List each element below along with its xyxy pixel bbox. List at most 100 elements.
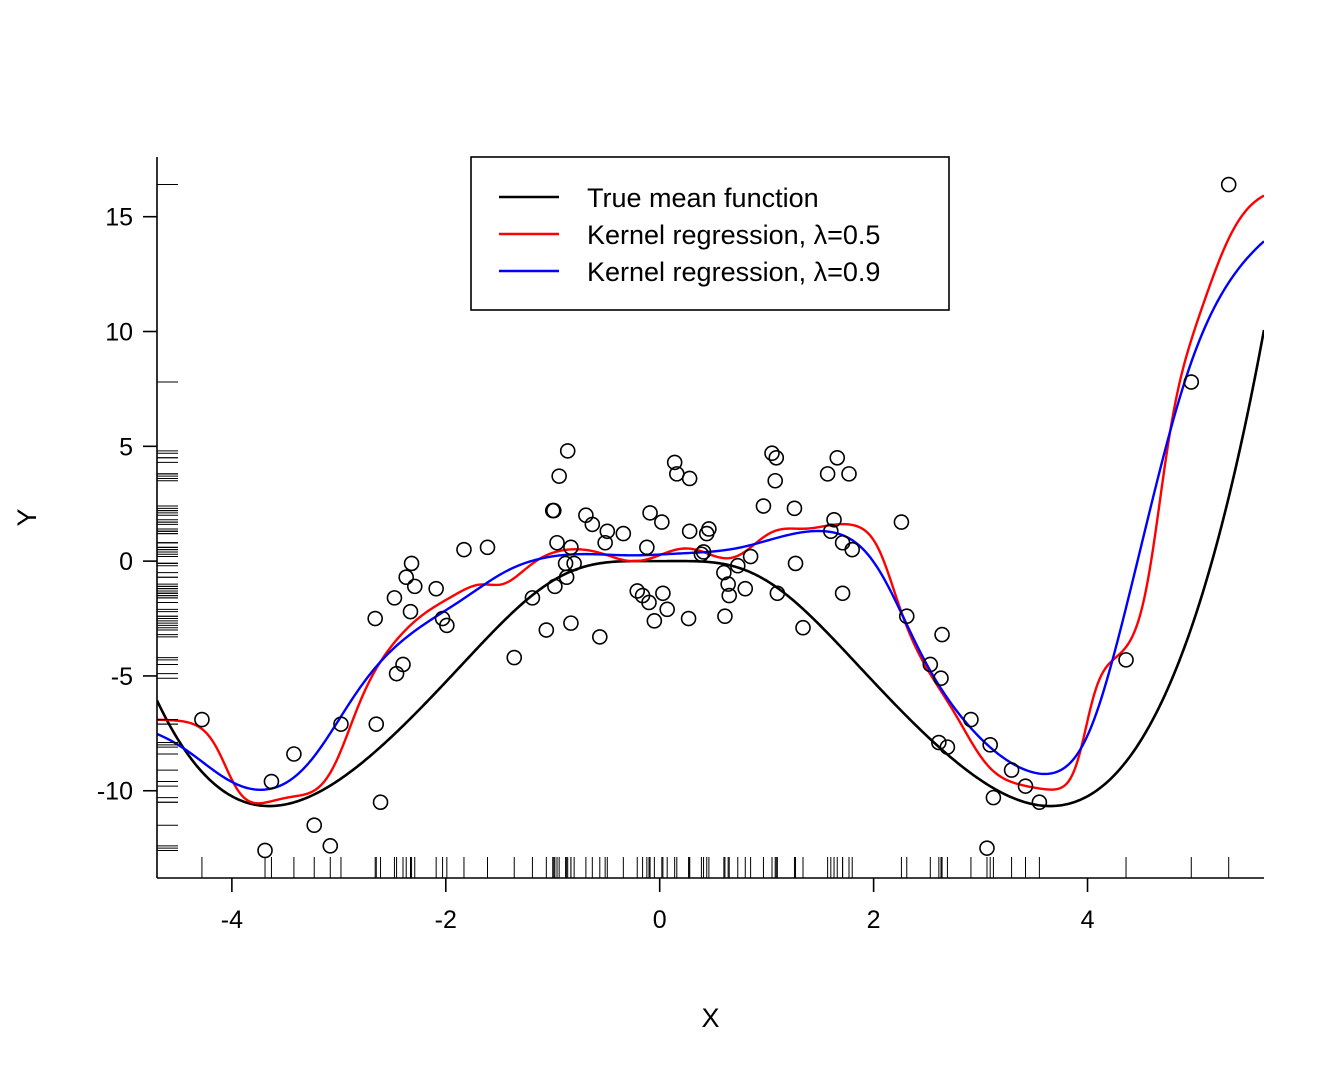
data-point (716, 564, 732, 581)
data-point (834, 585, 851, 602)
data-point (403, 555, 420, 572)
data-point (985, 789, 1002, 806)
data-point (829, 449, 846, 466)
data-point (922, 656, 939, 673)
data-point (506, 649, 523, 666)
y-tick-label: 0 (119, 548, 133, 576)
true-mean-curve (157, 329, 1264, 808)
x-axis-label: X (701, 1003, 719, 1033)
data-point (591, 629, 608, 645)
data-point (844, 541, 861, 558)
data-point (680, 610, 697, 627)
x-tick-label: 4 (1081, 906, 1095, 934)
data-point (659, 601, 675, 618)
legend-label: True mean function (587, 183, 819, 213)
x-tick-label: 0 (653, 906, 667, 934)
x-tick-label: 2 (867, 906, 881, 934)
data-point (479, 539, 496, 556)
data-point (1183, 374, 1200, 390)
data-point (599, 523, 616, 540)
y-tick-label: 10 (105, 319, 133, 347)
data-point (939, 739, 956, 755)
data-point (769, 585, 786, 602)
data-point (720, 576, 736, 592)
axes-layer: -4 -2 0 2 4 -10 -5 0 5 10 15 X Y (12, 157, 1264, 1033)
points-layer (194, 176, 1237, 859)
data-point (194, 711, 210, 728)
data-point (764, 445, 780, 462)
data-point (456, 541, 472, 558)
data-point (1220, 176, 1237, 193)
data-point (406, 578, 423, 595)
data-point (767, 472, 784, 489)
data-point (717, 608, 733, 625)
x-tick-label: -2 (435, 906, 457, 934)
data-point (549, 534, 565, 551)
data-point (841, 466, 857, 482)
data-point (768, 449, 785, 466)
data-point (615, 525, 632, 542)
y-tick-label: -10 (97, 778, 133, 806)
data-point (1017, 778, 1034, 794)
y-axis-label: Y (12, 508, 42, 526)
data-point (641, 594, 657, 611)
data-point (428, 580, 444, 597)
x-tick-label: -4 (221, 906, 243, 934)
data-point (681, 523, 698, 540)
data-point (558, 569, 575, 586)
data-point (655, 585, 671, 602)
data-point (1118, 652, 1134, 668)
data-point (701, 521, 717, 537)
legend-label: Kernel regression, λ=0.5 (587, 220, 880, 250)
data-point (333, 716, 349, 732)
legend-label: Kernel regression, λ=0.9 (587, 257, 880, 287)
y-tick-label: 15 (105, 204, 133, 232)
data-point (982, 737, 998, 753)
rug-layer (157, 184, 1230, 878)
data-point (693, 546, 710, 563)
data-point (263, 773, 280, 790)
data-point (563, 615, 579, 631)
data-point (826, 511, 842, 528)
data-point (629, 583, 646, 599)
data-point (787, 555, 804, 572)
data-point (584, 516, 601, 533)
data-point (934, 626, 950, 643)
data-point (597, 534, 613, 551)
data-point (893, 514, 910, 530)
data-point (386, 590, 403, 606)
data-point (398, 569, 415, 586)
data-point (931, 734, 947, 751)
data-point (372, 794, 389, 811)
data-point (737, 580, 754, 597)
data-point (1003, 762, 1020, 778)
data-point (439, 617, 455, 634)
data-point (729, 557, 746, 574)
kernel-curve-lambda-0.9 (157, 240, 1264, 791)
data-point (538, 622, 555, 638)
data-point (823, 523, 839, 540)
data-point (721, 587, 738, 604)
data-point (681, 470, 698, 487)
data-point (322, 838, 339, 854)
data-point (547, 578, 563, 595)
data-point (642, 505, 658, 521)
data-point (524, 590, 541, 606)
data-point (834, 534, 851, 551)
data-point (742, 548, 759, 565)
data-point (933, 670, 949, 687)
data-point (1031, 794, 1048, 811)
data-point (755, 498, 772, 514)
data-point (395, 656, 411, 673)
data-point (557, 555, 574, 572)
data-point (666, 454, 683, 471)
data-point (695, 544, 712, 560)
data-point (654, 514, 670, 530)
data-point (795, 619, 811, 636)
data-point (257, 842, 273, 859)
data-point (963, 711, 979, 728)
data-point (786, 500, 803, 517)
data-point (546, 502, 562, 519)
y-tick-label: -5 (111, 663, 133, 691)
